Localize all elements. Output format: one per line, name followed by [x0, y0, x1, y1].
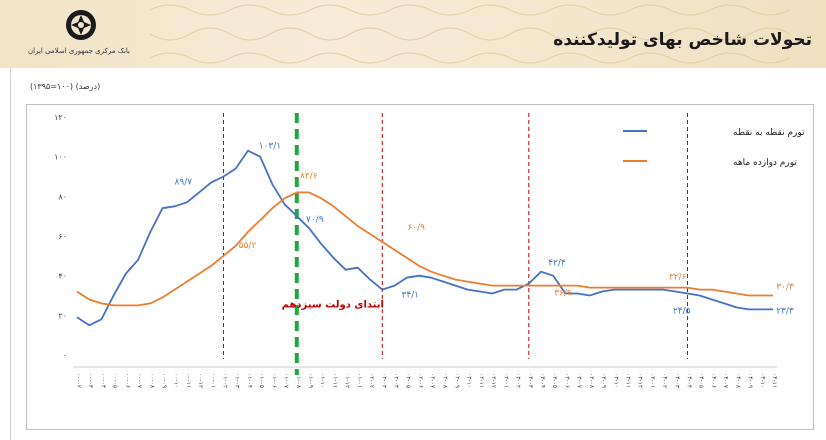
- x-tick-label: ۰۰-۰۸: [148, 373, 155, 389]
- x-tick-label: ۰۲-۰۳: [380, 373, 387, 389]
- page-left-rule: [10, 0, 11, 440]
- x-tick-label: ۰۱-۰۱: [356, 373, 363, 388]
- x-tick-label: ۰۲-۰۴: [392, 373, 399, 388]
- y-tick-label: ۴۰: [58, 272, 67, 281]
- data-label: ۸۹/۷: [175, 177, 193, 187]
- x-tick-label: ۰۴-۰۶: [710, 373, 717, 388]
- x-tick-label: ۰۴-۰۴: [686, 373, 693, 388]
- x-tick-label: ۰۰-۱۲: [197, 373, 204, 388]
- x-tick-label: ۰۰-۰۷: [136, 373, 143, 389]
- x-tick-label: ۰۱-۰۵: [258, 373, 265, 388]
- government-start-label: ابتدای دولت سیزدهم: [282, 299, 384, 310]
- x-tick-label: ۰۴-۰۸: [734, 373, 741, 389]
- x-tick-label: ۰۲-۱۱: [478, 373, 485, 388]
- data-label: ۲۳/۳: [776, 306, 794, 316]
- chart-frame: ۰ ۲۰ ۴۰ ۶۰ ۸۰ ۱۰۰ ۱۲۰ ۰۰-۰۲ ۰۰-۰۳ ۰۰-۰۴ ۰۰-۰۵ ۰۰-۰۶…: [26, 104, 814, 430]
- x-tick-label: ۰۳-۰۴: [539, 373, 546, 388]
- x-tick-label: ۰۱-۰۴: [246, 373, 253, 388]
- x-tick-label: ۰۰-۰۵: [112, 373, 119, 388]
- x-tick-label: ۰۰-۰۱: [209, 373, 216, 388]
- x-tick-label: ۰۰-۰۳: [87, 373, 94, 389]
- x-tick-label: ۰۳-۱۱: [624, 373, 631, 388]
- y-tick-label: ۶۰: [58, 232, 67, 241]
- y-tick-label: ۸۰: [58, 192, 67, 201]
- x-tick-label: ۰۰-۱۰: [173, 373, 180, 388]
- page-title: تحولات شاخص بهای تولیدکننده: [553, 30, 812, 50]
- data-label: ۳۶/۹: [554, 289, 572, 299]
- x-tick-label: ۰۳-۰۹: [600, 373, 607, 388]
- data-label: ۳۲/۶: [669, 273, 687, 283]
- x-tick-label: ۰۲-۰۹: [454, 373, 461, 388]
- data-label: ۲۴/۵: [673, 306, 691, 316]
- x-tick-label: ۰۲-۱۲: [490, 373, 497, 388]
- x-tick-label: ۰۲-۰۸: [441, 373, 448, 389]
- x-tick-label: ۰۲-۱۰: [466, 373, 473, 388]
- x-tick-label: ۰۰-۰۹: [160, 373, 167, 388]
- x-tick-label: ۰۱-۰۸: [295, 373, 302, 389]
- header-ornament: [149, 4, 791, 64]
- series-line-twelve-month: [76, 191, 773, 307]
- data-label: ۳۴/۱: [401, 291, 419, 301]
- x-tick-label: ۰۳-۰۷: [576, 373, 583, 389]
- x-tick-label: ۰۴-۱۱: [771, 373, 778, 388]
- x-tick-label: ۰۳-۰۱: [649, 373, 656, 388]
- x-tick-label: ۰۴-۰۷: [722, 373, 729, 389]
- x-tick-label: ۰۰-۰۴: [99, 373, 106, 388]
- x-tick-label: ۰۳-۰۶: [563, 373, 570, 388]
- x-tick-label: ۰۳-۰۵: [551, 373, 558, 388]
- series-line-point-to-point: [76, 149, 773, 327]
- x-tick-label: ۰۰-۰۲: [75, 373, 82, 388]
- x-tick-label: ۰۲-۰۵: [405, 373, 412, 388]
- y-tick-label: ۱۰۰: [54, 153, 67, 162]
- x-tick-label: ۰۱-۰۲: [222, 373, 229, 388]
- data-label: ۶۰/۹: [407, 223, 425, 233]
- x-tick-label: ۰۱-۱۰: [319, 373, 326, 388]
- bank-name: بانک مرکزی جمهوری اسلامی ایران: [28, 47, 130, 55]
- legend-label: تورم نقطه به نقطه: [733, 128, 805, 138]
- x-tick-label: ۰۳-۱۲: [637, 373, 644, 388]
- y-tick-label: ۰: [63, 351, 67, 360]
- data-label: ۴۲/۴: [548, 259, 566, 269]
- x-tick-label: ۰۴-۰۲: [661, 373, 668, 388]
- x-tick-label: ۰۰-۰۶: [124, 373, 131, 388]
- x-tick-label: ۰۴-۱۰: [759, 373, 766, 388]
- x-tick-label: ۰۱-۰۷: [283, 373, 290, 389]
- x-tick-label: ۰۱-۰۶: [270, 373, 277, 388]
- x-tick-label: ۰۰-۱۱: [185, 373, 192, 388]
- x-tick-label: ۰۴-۰۹: [747, 373, 754, 388]
- x-tick-label: ۰۳-۰۳: [527, 373, 534, 389]
- x-tick-label: ۰۲-۰۱: [502, 373, 509, 388]
- x-tick-label: ۰۴-۰۳: [673, 373, 680, 389]
- data-label: ۱۰۳/۱: [259, 142, 281, 152]
- y-tick-label: ۱۲۰: [54, 113, 67, 122]
- ppi-inflation-chart: ۰ ۲۰ ۴۰ ۶۰ ۸۰ ۱۰۰ ۱۲۰ ۰۰-۰۲ ۰۰-۰۳ ۰۰-۰۴ ۰۰-۰۵ ۰۰-۰۶…: [54, 113, 805, 389]
- x-tick-label: ۰۱-۱۱: [331, 373, 338, 388]
- data-label: ۳۰/۳: [776, 283, 794, 293]
- x-tick-label: ۰۲-۰۶: [417, 373, 424, 388]
- x-tick-label: ۰۳-۰۸: [588, 373, 595, 389]
- page-header: بانک مرکزی جمهوری اسلامی ایران تحولات شا…: [0, 0, 826, 68]
- x-tick-label: ۰۲-۰۲: [368, 373, 375, 388]
- x-tick-label: ۰۲-۰۷: [429, 373, 436, 389]
- data-label: ۷۰/۹: [306, 215, 324, 225]
- x-tick-label: ۰۱-۰۹: [307, 373, 314, 388]
- x-tick-label: ۰۱-۰۳: [234, 373, 241, 389]
- x-tick-label: ۰۳-۰۲: [515, 373, 522, 388]
- central-bank-logo-icon: [66, 10, 96, 40]
- x-tick-label: ۰۴-۰۵: [698, 373, 705, 388]
- unit-note: (درصد) (۱۰۰=۱۳۹۵): [30, 82, 101, 91]
- x-tick-label: ۰۳-۱۰: [612, 373, 619, 388]
- data-label: ۸۲/۶: [300, 171, 318, 181]
- x-tick-label: ۰۱-۱۲: [344, 373, 351, 388]
- legend-label: تورم دوازده ماهه: [733, 158, 797, 168]
- data-label: ۵۵/۲: [239, 241, 257, 251]
- y-tick-label: ۲۰: [58, 311, 67, 320]
